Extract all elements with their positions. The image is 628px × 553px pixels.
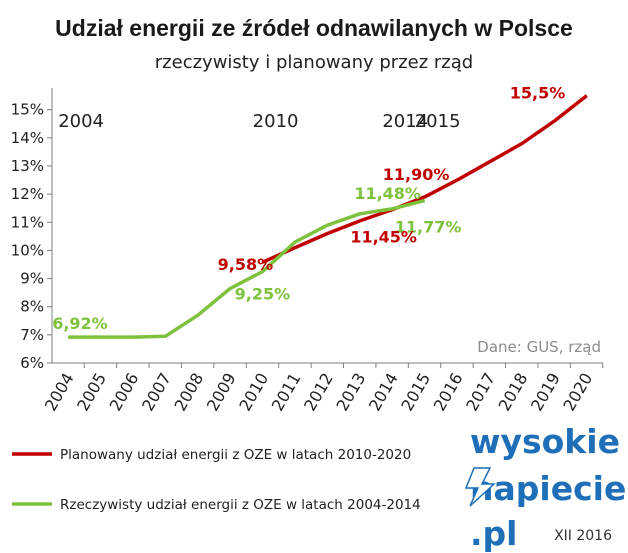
year-label: 2015 [415, 111, 461, 132]
chart-title: Udział energii ze źródeł odnawilanych w … [55, 15, 573, 41]
year-label: 2004 [58, 111, 104, 132]
year-label: 2014 [382, 111, 428, 132]
y-tick-label: 7% [20, 326, 44, 344]
y-tick-label: 11% [11, 213, 44, 231]
y-tick-label: 10% [11, 241, 44, 259]
series-line-planned [261, 94, 588, 264]
x-tick-label: 2016 [430, 370, 467, 415]
source-label: Dane: GUS, rząd [477, 338, 601, 356]
x-tick-label: 2019 [527, 370, 564, 415]
legend: Planowany udział energii z OZE w latach … [12, 447, 421, 513]
site-logo: wysokie napiecie .pl [464, 422, 626, 553]
logo-word-1: wysokie [470, 422, 620, 461]
date-label: XII 2016 [554, 528, 612, 544]
x-tick-label: 2007 [138, 370, 175, 415]
x-tick-label: 2008 [171, 370, 208, 415]
y-tick-label: 14% [11, 129, 44, 147]
x-tick-label: 2020 [559, 370, 596, 415]
y-tick-label: 9% [20, 270, 44, 288]
x-tick-label: 2004 [41, 370, 78, 415]
logo-word-3: .pl [470, 514, 517, 553]
logo-word-2: napiecie [470, 469, 626, 508]
data-label: 6,92% [52, 314, 108, 333]
data-label: 11,45% [350, 228, 417, 247]
x-tick-label: 2017 [462, 370, 499, 415]
lightning-bolt-icon [464, 467, 496, 507]
series-line-actual [68, 198, 426, 339]
x-tick-label: 2009 [203, 370, 240, 415]
x-axis: 2004200520062007200820092010201120122013… [41, 362, 604, 415]
data-label: 9,58% [218, 255, 274, 274]
annotation-layer: 6,92% 9,25% 11,48% 11,77% 9,58% 11,45% 11,90% 1… [52, 84, 565, 333]
y-tick-label: 12% [11, 185, 44, 203]
data-label: 9,25% [235, 285, 291, 304]
data-label: 11,90% [383, 165, 450, 184]
year-label: 2010 [253, 111, 299, 132]
data-label: 11,48% [354, 184, 421, 203]
x-tick-label: 2013 [333, 370, 370, 415]
x-tick-label: 2015 [397, 370, 434, 415]
y-axis: 6% 7% 8% 9% 10% 11% 12% 13% 14% 15% [11, 88, 53, 372]
chart-subtitle: rzeczywisty i planowany przez rząd [155, 52, 473, 73]
legend-label-actual: Rzeczywisty udział energii z OZE w latac… [60, 497, 421, 513]
x-tick-label: 2011 [268, 370, 305, 415]
x-tick-label: 2014 [365, 370, 402, 415]
y-tick-label: 15% [11, 101, 44, 119]
data-label: 11,77% [395, 218, 462, 237]
x-tick-label: 2006 [106, 370, 143, 415]
x-tick-label: 2012 [300, 370, 337, 415]
x-tick-label: 2005 [73, 370, 110, 415]
legend-label-planned: Planowany udział energii z OZE w latach … [60, 447, 411, 463]
data-label: 15,5% [510, 84, 566, 103]
series-layer [68, 94, 588, 339]
y-tick-label: 13% [11, 157, 44, 175]
x-tick-label: 2018 [495, 370, 532, 415]
y-tick-label: 6% [20, 354, 44, 372]
y-tick-label: 8% [20, 298, 44, 316]
x-tick-label: 2010 [235, 370, 272, 415]
